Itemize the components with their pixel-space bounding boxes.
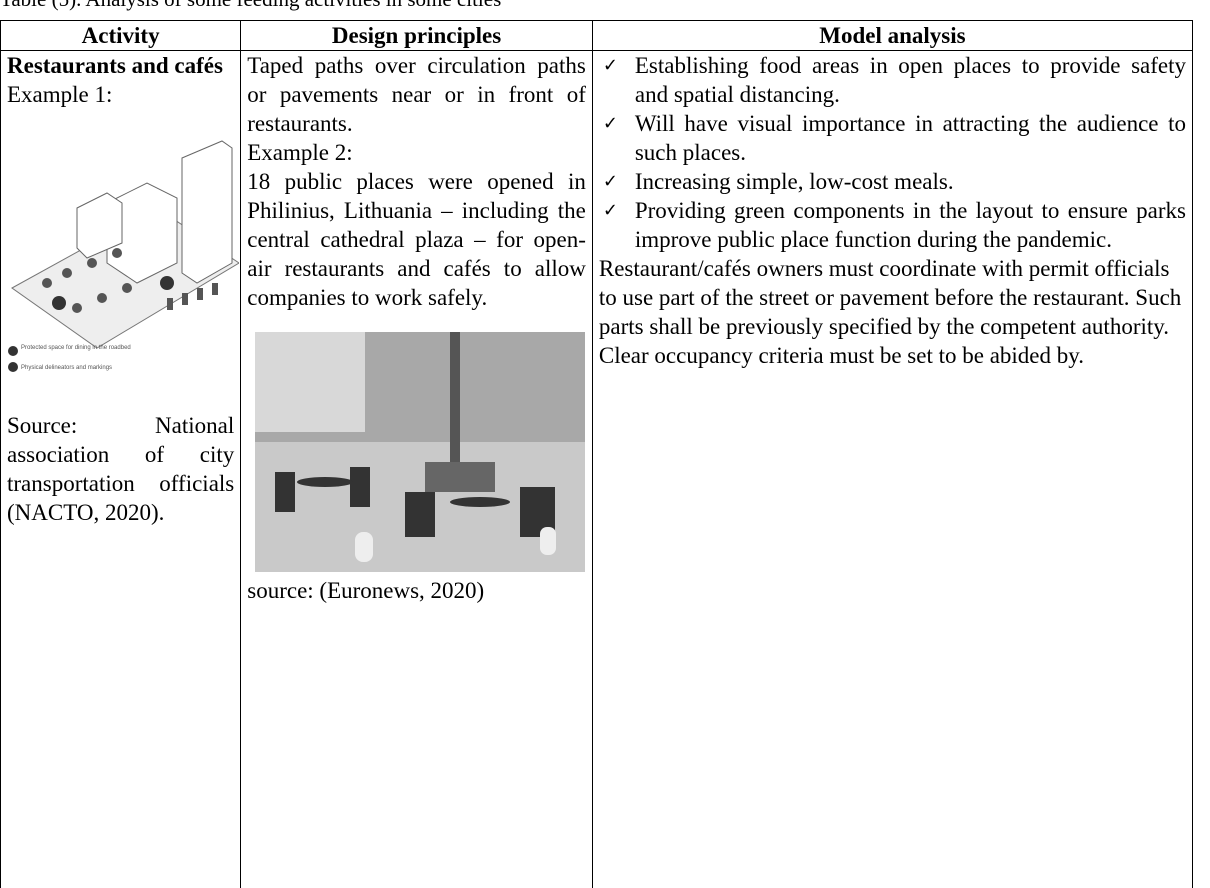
source: Source: National association of city tra…	[7, 413, 235, 525]
plaza-photo	[255, 332, 586, 572]
header-cell: Design principles	[240, 20, 593, 51]
paragraph: Example 2:	[247, 140, 353, 165]
street-illustration: Protected space for dining in the roadbe…	[8, 140, 239, 372]
bullet: Establishing food areas in open places t…	[599, 51, 1186, 109]
source: source: (Euronews, 2020)	[247, 578, 485, 603]
bullet-list: Establishing food areas in open places t…	[599, 51, 1186, 254]
header-cell: Model analysis	[591, 20, 1194, 51]
example-label: Example 1:	[7, 82, 113, 107]
figure-label: Physical delineators and markings	[21, 365, 112, 371]
figure-label: Protected space for dining in the roadbe…	[21, 345, 131, 351]
header-cell: Activity	[0, 20, 242, 51]
bullet: Increasing simple, low-cost meals.	[599, 167, 1186, 196]
paragraph: Taped paths over circulation paths or pa…	[247, 53, 586, 136]
table: Activity Design principles Model analysi…	[0, 20, 1194, 888]
paragraph: Restaurant/cafés owners must coordinate …	[598, 256, 1182, 368]
cell: Establishing food areas in open places t…	[591, 50, 1194, 888]
bullet: Will have visual importance in attractin…	[599, 109, 1186, 167]
caption: Table (5). Analysis of some feeding acti…	[0, 0, 501, 14]
bullet: Providing green components in the layout…	[599, 196, 1186, 254]
paragraph: 18 public places were opened in Philiniu…	[247, 169, 586, 310]
cell: Taped paths over circulation paths or pa…	[240, 50, 593, 888]
activity-title: Restaurants and cafés	[7, 53, 223, 78]
cell: Restaurants and cafés Example 1: Protect…	[0, 50, 242, 888]
